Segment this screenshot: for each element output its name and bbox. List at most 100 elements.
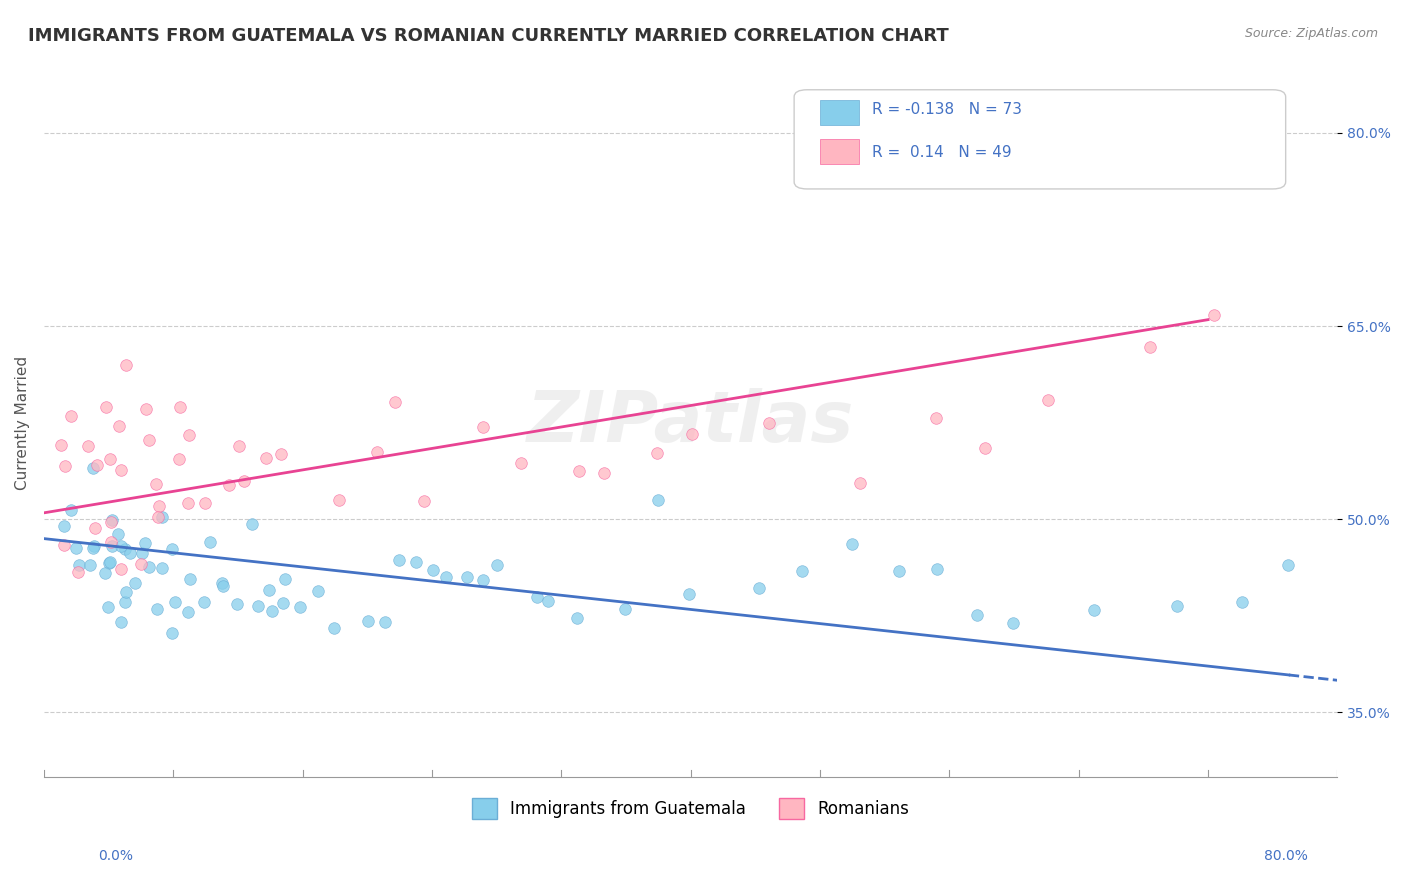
Point bbox=[388, 553, 411, 567]
Point bbox=[274, 572, 297, 586]
Point bbox=[273, 596, 295, 610]
Point bbox=[254, 451, 277, 466]
Point bbox=[486, 558, 509, 572]
Point bbox=[218, 478, 240, 492]
Point bbox=[925, 410, 948, 425]
Text: IMMIGRANTS FROM GUATEMALA VS ROMANIAN CURRENTLY MARRIED CORRELATION CHART: IMMIGRANTS FROM GUATEMALA VS ROMANIAN CU… bbox=[28, 27, 949, 45]
Point bbox=[53, 458, 76, 473]
Point bbox=[537, 594, 560, 608]
Point bbox=[76, 439, 98, 453]
Point bbox=[115, 359, 138, 373]
Point bbox=[849, 475, 872, 490]
Point bbox=[1139, 339, 1161, 353]
Point bbox=[82, 541, 104, 555]
Point bbox=[167, 452, 190, 467]
Point bbox=[405, 555, 427, 569]
Point bbox=[146, 510, 169, 524]
Text: 0.0%: 0.0% bbox=[98, 849, 134, 863]
Point bbox=[270, 447, 292, 461]
Point bbox=[110, 463, 132, 477]
Point bbox=[59, 409, 82, 424]
Point bbox=[101, 539, 124, 553]
Point bbox=[169, 400, 191, 414]
FancyBboxPatch shape bbox=[820, 101, 859, 125]
Point bbox=[1166, 599, 1188, 613]
Point bbox=[413, 494, 436, 508]
Point bbox=[114, 542, 136, 557]
Point bbox=[150, 510, 173, 524]
Point bbox=[96, 400, 118, 414]
Point bbox=[66, 565, 89, 579]
Point bbox=[925, 561, 948, 575]
Point bbox=[124, 575, 146, 590]
Point bbox=[193, 595, 215, 609]
Point bbox=[162, 626, 184, 640]
Point bbox=[384, 394, 406, 409]
Point bbox=[60, 503, 83, 517]
Point bbox=[472, 574, 495, 588]
Point bbox=[94, 566, 117, 581]
Point bbox=[257, 582, 280, 597]
Point bbox=[247, 599, 270, 613]
Point bbox=[177, 496, 200, 510]
Point bbox=[107, 526, 129, 541]
Text: 80.0%: 80.0% bbox=[1264, 849, 1308, 863]
Point bbox=[1001, 615, 1024, 630]
Point bbox=[748, 581, 770, 595]
Point bbox=[233, 474, 256, 488]
Point bbox=[647, 493, 669, 508]
Point bbox=[145, 476, 167, 491]
Legend: Immigrants from Guatemala, Romanians: Immigrants from Guatemala, Romanians bbox=[465, 791, 917, 825]
Point bbox=[456, 570, 478, 584]
Point bbox=[366, 445, 388, 459]
Point bbox=[288, 599, 311, 614]
Point bbox=[526, 590, 548, 604]
Point bbox=[138, 560, 160, 574]
Point bbox=[211, 575, 233, 590]
Point bbox=[162, 541, 184, 556]
Point bbox=[1277, 558, 1299, 573]
Point bbox=[177, 427, 200, 442]
Point bbox=[212, 579, 235, 593]
Point bbox=[240, 517, 263, 532]
Point bbox=[357, 614, 380, 628]
Point bbox=[568, 464, 591, 478]
Point bbox=[152, 560, 174, 574]
Point bbox=[115, 585, 138, 599]
Point bbox=[83, 539, 105, 553]
Point bbox=[678, 587, 700, 601]
Point bbox=[98, 451, 121, 466]
Point bbox=[53, 519, 76, 533]
Point bbox=[138, 433, 160, 447]
Point bbox=[82, 461, 104, 475]
Point bbox=[165, 594, 187, 608]
Point bbox=[179, 572, 201, 586]
Point bbox=[593, 466, 616, 480]
Point bbox=[1202, 309, 1225, 323]
Point bbox=[118, 546, 141, 560]
Point bbox=[65, 541, 87, 556]
FancyBboxPatch shape bbox=[820, 139, 859, 164]
Point bbox=[110, 615, 132, 630]
Y-axis label: Currently Married: Currently Married bbox=[15, 356, 30, 490]
Text: ZIPatlas: ZIPatlas bbox=[527, 388, 855, 458]
Point bbox=[53, 538, 76, 552]
Point bbox=[973, 441, 995, 455]
Point bbox=[107, 419, 129, 434]
Point bbox=[114, 595, 136, 609]
Point bbox=[328, 493, 350, 508]
Point bbox=[322, 621, 344, 635]
Point bbox=[613, 602, 636, 616]
Text: R =  0.14   N = 49: R = 0.14 N = 49 bbox=[872, 145, 1011, 160]
Point bbox=[422, 563, 444, 577]
Point bbox=[1038, 392, 1060, 407]
Point bbox=[225, 597, 247, 611]
Point bbox=[100, 534, 122, 549]
Point bbox=[84, 521, 107, 535]
FancyBboxPatch shape bbox=[794, 90, 1285, 189]
Point bbox=[790, 564, 813, 578]
Point bbox=[131, 546, 153, 560]
Point bbox=[97, 599, 120, 614]
Point bbox=[135, 402, 157, 417]
Point bbox=[134, 536, 156, 550]
